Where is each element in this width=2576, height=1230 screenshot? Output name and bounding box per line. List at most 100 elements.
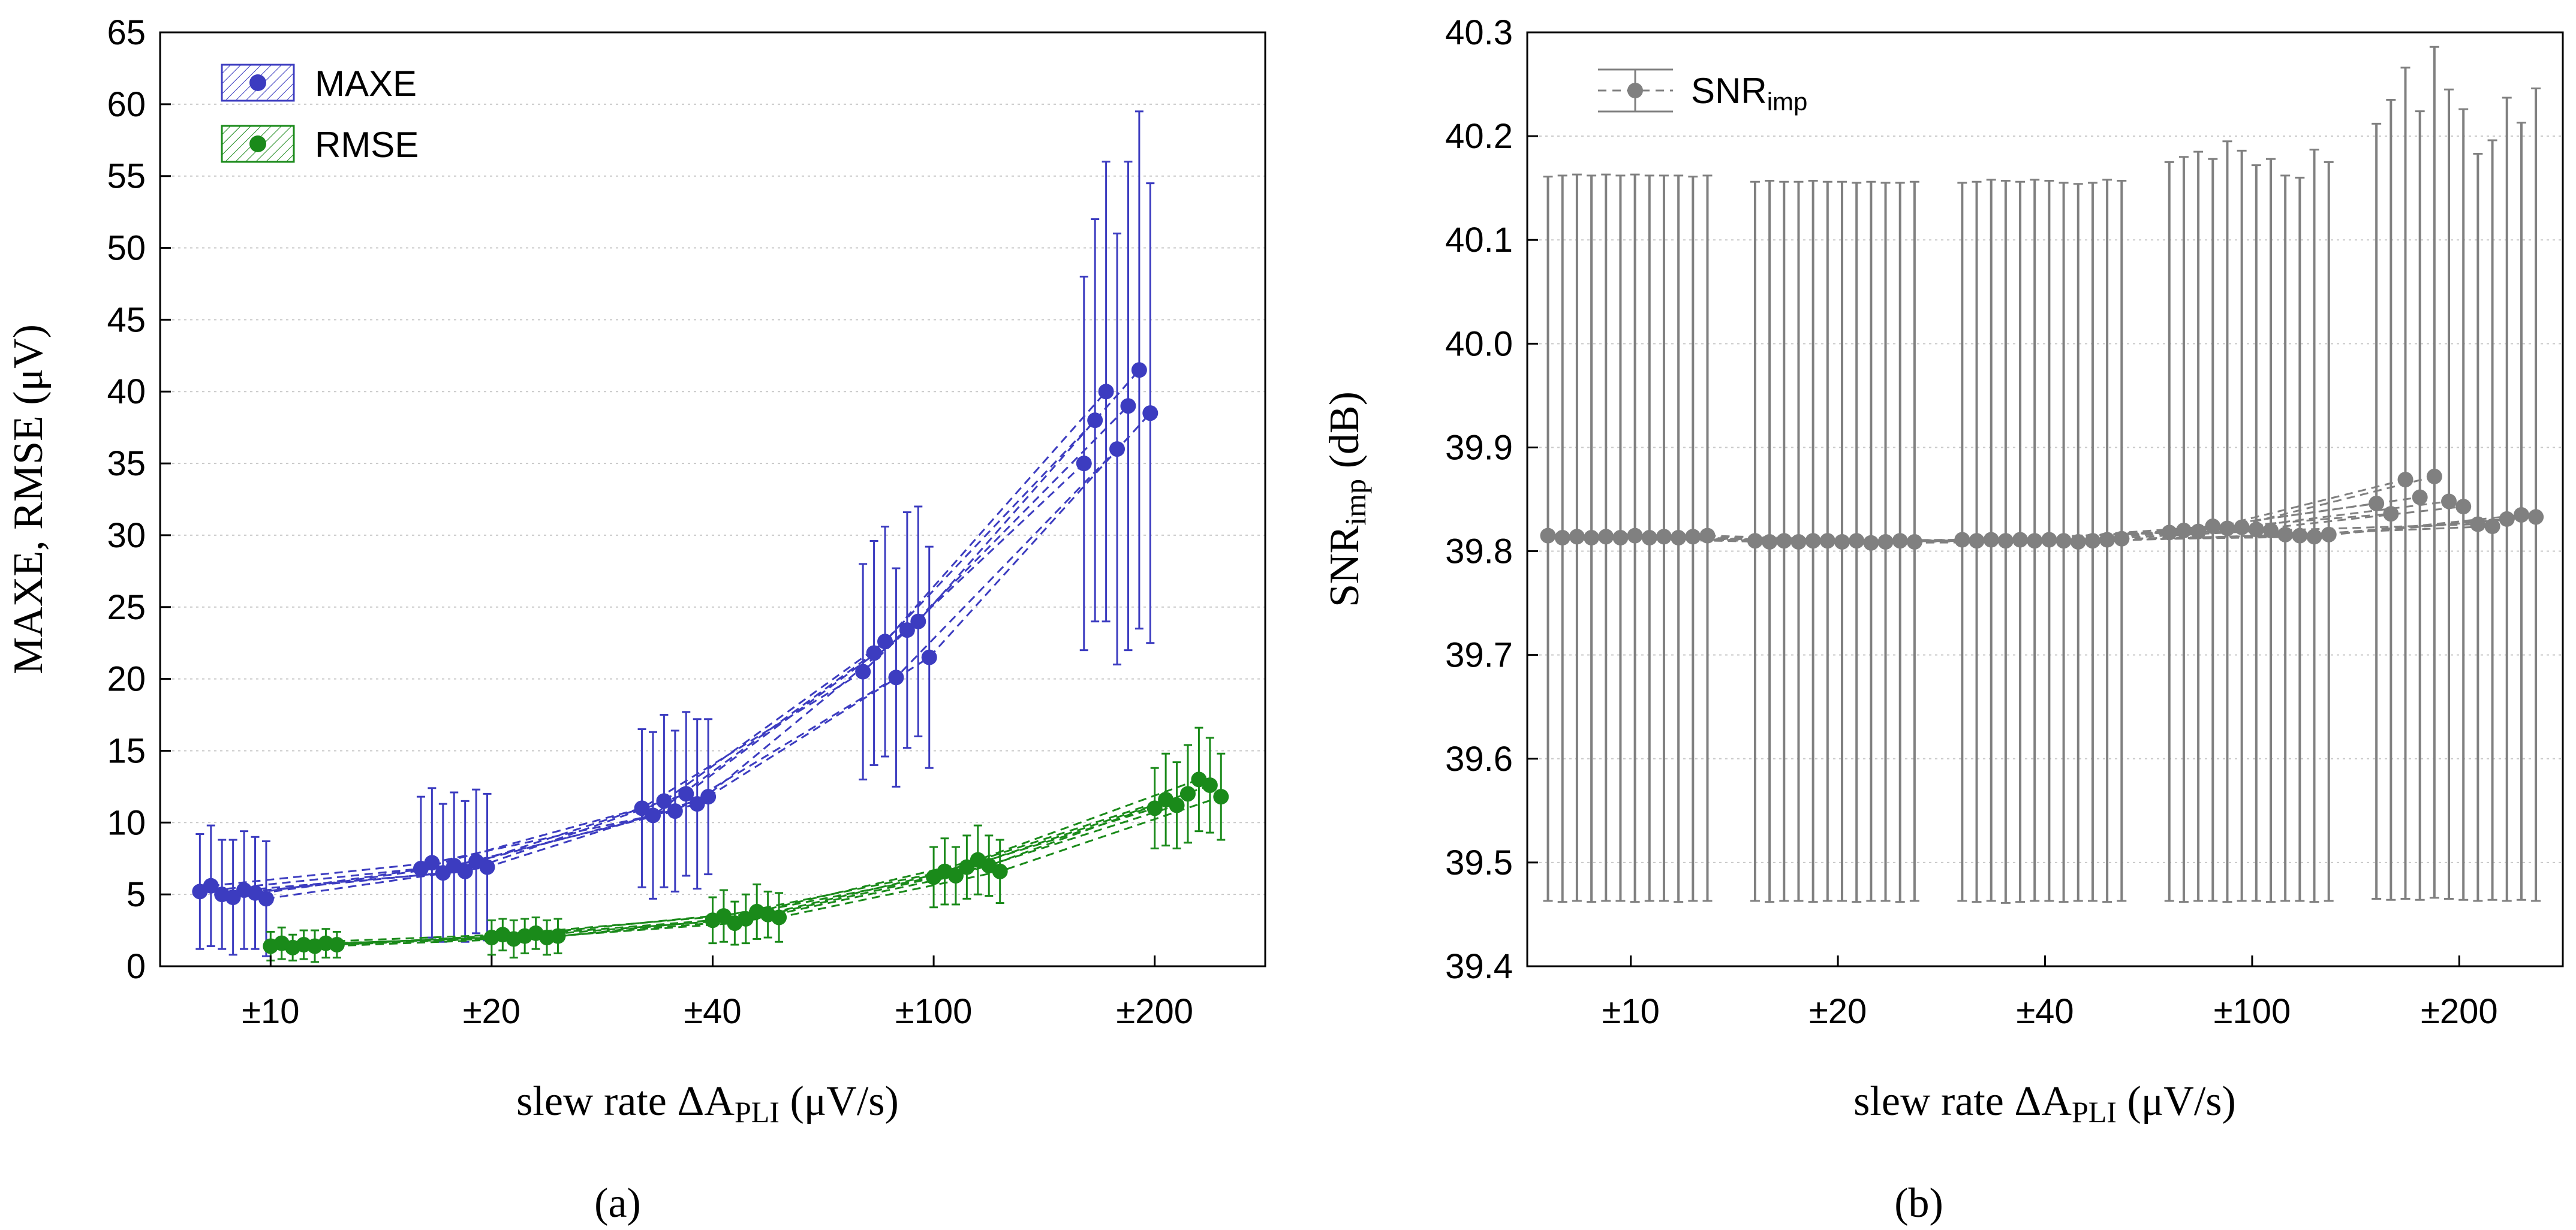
- x-axis-label-b: slew rate ΔAPLI (μV/s): [1853, 1078, 2236, 1129]
- data-point-snr: [2369, 495, 2385, 511]
- data-point-snr: [2306, 529, 2322, 545]
- data-point-snr: [1627, 527, 1643, 544]
- y-tick-label: 20: [107, 660, 146, 699]
- y-tick-label: 25: [107, 588, 146, 627]
- data-point-rmse: [771, 909, 787, 925]
- data-point-snr: [1641, 530, 1657, 546]
- data-point-snr: [1656, 529, 1672, 545]
- legend-label-snr: SNRimp: [1691, 71, 1807, 116]
- data-point-maxe: [203, 878, 219, 894]
- data-point-snr: [2426, 468, 2442, 484]
- y-tick-label: 39.4: [1445, 947, 1513, 986]
- y-tick-label: 39.6: [1445, 740, 1513, 779]
- x-tick-label: ±20: [1809, 992, 1867, 1031]
- data-point-snr: [2070, 533, 2086, 550]
- rmse-marker-icon: [249, 135, 266, 152]
- data-point-snr: [1790, 533, 1807, 550]
- data-point-snr: [2205, 518, 2221, 535]
- y-axis-label-a: MAXE, RMSE (μV): [5, 324, 52, 674]
- data-point-maxe: [921, 649, 937, 665]
- y-tick-label: 39.9: [1445, 428, 1513, 467]
- series-line-maxe: [233, 448, 1118, 899]
- data-point-snr: [2099, 532, 2115, 548]
- data-point-rmse: [1169, 797, 1185, 813]
- data-point-rmse: [1179, 786, 1196, 802]
- data-point-snr: [2484, 518, 2500, 535]
- legend-a: MAXE RMSE: [221, 64, 419, 165]
- data-point-snr: [2234, 519, 2250, 535]
- x-tick-label: ±40: [684, 992, 741, 1031]
- x-tick-label: ±10: [1602, 992, 1660, 1031]
- data-point-snr: [1983, 532, 1999, 548]
- y-tick-label: 65: [107, 13, 146, 52]
- data-point-maxe: [888, 670, 904, 686]
- data-point-snr: [2190, 523, 2207, 539]
- y-tick-label: 30: [107, 516, 146, 555]
- data-point-snr: [2262, 522, 2279, 538]
- data-point-snr: [2513, 507, 2529, 523]
- data-point-rmse: [1202, 777, 1218, 793]
- data-point-snr: [2027, 533, 2043, 549]
- data-point-maxe: [1076, 456, 1092, 472]
- data-point-snr: [2441, 493, 2457, 510]
- data-point-maxe: [258, 891, 274, 907]
- y-tick-label: 40: [107, 372, 146, 411]
- chart-snr-imp: 39.4 39.5 39.6 39.7 39.8 39.9 40.0 40.1 40.2 40.3…: [1322, 13, 2564, 1226]
- data-point-snr: [1762, 533, 1778, 550]
- data-point-rmse: [959, 859, 975, 875]
- data-point-maxe: [634, 800, 650, 816]
- data-point-snr: [1776, 533, 1792, 549]
- data-point-snr: [2012, 532, 2029, 548]
- data-point-maxe: [1120, 398, 1136, 414]
- data-point-snr: [2383, 506, 2399, 522]
- data-point-snr: [1819, 533, 1835, 549]
- legend-b: SNRimp: [1598, 68, 1807, 116]
- data-point-snr: [2041, 532, 2057, 548]
- data-point-maxe: [700, 789, 717, 805]
- data-point-snr: [1584, 530, 1600, 546]
- data-point-snr: [1849, 533, 1865, 549]
- data-point-snr: [2470, 516, 2486, 532]
- data-point-maxe: [678, 786, 694, 802]
- data-point-snr: [1747, 533, 1763, 549]
- data-point-rmse: [947, 867, 964, 884]
- data-point-maxe: [1131, 362, 1147, 378]
- y-tick-label: 50: [107, 229, 146, 268]
- data-point-maxe: [877, 634, 893, 650]
- data-point-snr: [1969, 533, 1985, 549]
- y-tick-label: 40.3: [1445, 13, 1513, 52]
- y-tick-label: 5: [127, 875, 146, 914]
- y-tick-label: 40.1: [1445, 221, 1513, 260]
- data-point-rmse: [1213, 789, 1229, 805]
- x-tick-label: ±200: [2421, 992, 2498, 1031]
- data-point-rmse: [329, 937, 345, 953]
- y-tick-label: 55: [107, 157, 146, 196]
- data-point-snr: [1877, 533, 1894, 550]
- snr-marker-icon: [1627, 83, 1643, 98]
- data-point-maxe: [225, 889, 241, 905]
- data-point-maxe: [479, 859, 495, 875]
- data-point-rmse: [1146, 800, 1163, 816]
- data-point-snr: [2161, 524, 2177, 541]
- data-point-snr: [1699, 527, 1716, 544]
- y-tick-label: 39.8: [1445, 532, 1513, 571]
- data-point-snr: [2175, 522, 2192, 538]
- x-tick-label: ±40: [2016, 992, 2074, 1031]
- y-tick-label: 35: [107, 444, 146, 483]
- data-point-snr: [2292, 527, 2308, 544]
- y-tick-label: 39.5: [1445, 843, 1513, 882]
- maxe-marker-icon: [249, 74, 266, 91]
- legend-item-maxe: MAXE: [221, 64, 417, 104]
- data-point-snr: [1671, 530, 1687, 546]
- y-tick-label: 45: [107, 300, 146, 339]
- x-tick-label: ±100: [895, 992, 973, 1031]
- data-point-maxe: [1087, 412, 1103, 429]
- y-tick-label: 40.0: [1445, 324, 1513, 363]
- data-point-maxe: [910, 613, 926, 629]
- y-axis-label-b: SNRimp (dB): [1322, 391, 1372, 607]
- data-point-rmse: [738, 911, 754, 927]
- data-point-rmse: [715, 908, 732, 924]
- data-point-snr: [1685, 529, 1701, 545]
- data-point-maxe: [457, 863, 473, 879]
- data-point-snr: [1954, 532, 1970, 548]
